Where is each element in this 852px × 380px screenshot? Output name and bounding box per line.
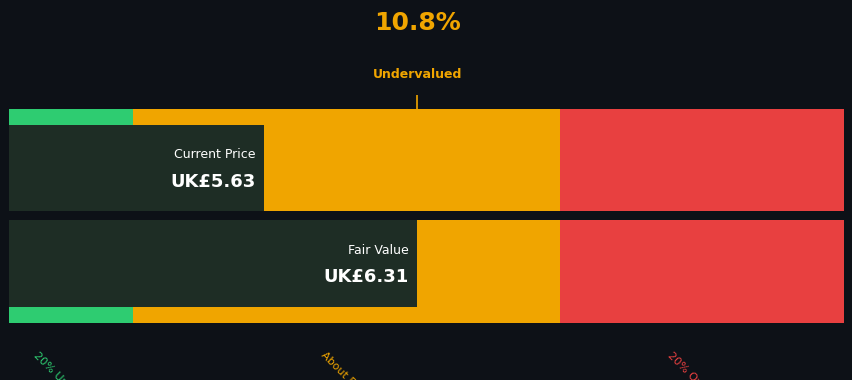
Text: 20% Undervalued: 20% Undervalued [32,350,109,380]
Text: UK£5.63: UK£5.63 [170,173,255,191]
Bar [133,220,559,307]
Text: 20% Overvalued: 20% Overvalued [665,350,738,380]
Text: Undervalued: Undervalued [372,68,462,81]
Bar [9,125,263,211]
Bar [133,109,559,125]
Text: UK£6.31: UK£6.31 [324,268,409,287]
Bar [559,220,843,307]
Text: 10.8%: 10.8% [374,11,460,35]
Text: Current Price: Current Price [174,148,255,161]
Bar [559,307,843,323]
Text: Fair Value: Fair Value [348,244,409,256]
Bar [9,220,417,307]
Bar [9,109,133,125]
Bar [133,307,559,323]
Bar [133,125,559,211]
Text: About Right: About Right [320,350,372,380]
Bar [9,220,133,307]
Bar [559,125,843,211]
Bar [9,125,133,211]
Bar [9,307,133,323]
Bar [559,109,843,125]
